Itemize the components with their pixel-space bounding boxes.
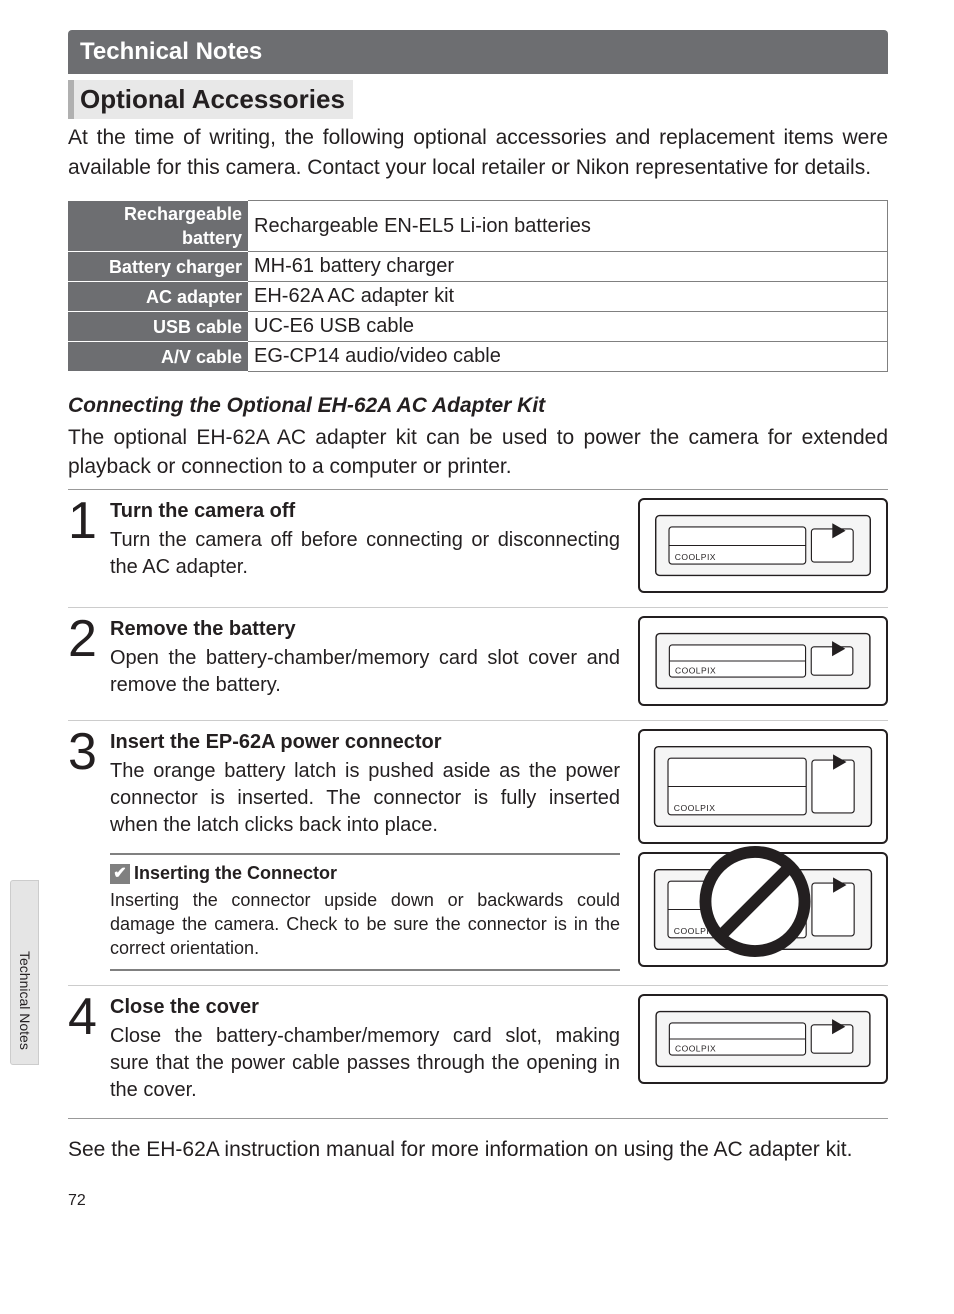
page-number: 72 bbox=[68, 1190, 888, 1212]
section-header: Technical Notes bbox=[68, 30, 888, 74]
illustration: COOLPIX bbox=[638, 729, 888, 844]
illustration: COOLPIX bbox=[638, 994, 888, 1084]
step-number: 2 bbox=[68, 616, 102, 663]
accessory-label: USB cable bbox=[68, 312, 248, 342]
illustration: COOLPIX bbox=[638, 852, 888, 967]
step: 3Insert the EP-62A power connectorThe or… bbox=[68, 721, 888, 985]
step-text: The orange battery latch is pushed aside… bbox=[110, 758, 620, 839]
note-text: Inserting the connector upside down or b… bbox=[110, 888, 620, 961]
step-body: Remove the batteryOpen the battery-chamb… bbox=[110, 616, 630, 699]
step-figures: COOLPIX bbox=[638, 498, 888, 593]
accessory-label: A/V cable bbox=[68, 342, 248, 372]
table-row: Battery chargerMH-61 battery charger bbox=[68, 252, 888, 282]
check-icon: ✔ bbox=[110, 864, 130, 884]
steps-list: 1Turn the camera offTurn the camera off … bbox=[68, 489, 888, 1118]
step: 1Turn the camera offTurn the camera off … bbox=[68, 490, 888, 608]
accessory-value: EH-62A AC adapter kit bbox=[248, 282, 888, 312]
svg-text:COOLPIX: COOLPIX bbox=[675, 666, 716, 676]
table-row: Rechargeable batteryRechargeable EN-EL5 … bbox=[68, 201, 888, 252]
step-text: Turn the camera off before connecting or… bbox=[110, 527, 620, 581]
adapter-intro: The optional EH-62A AC adapter kit can b… bbox=[68, 423, 888, 482]
step-text: Close the battery-chamber/memory card sl… bbox=[110, 1023, 620, 1104]
step-body: Turn the camera offTurn the camera off b… bbox=[110, 498, 630, 581]
accessory-label: Rechargeable battery bbox=[68, 201, 248, 252]
illustration: COOLPIX bbox=[638, 498, 888, 593]
step-figures: COOLPIX bbox=[638, 616, 888, 706]
step-figures: COOLPIX COOLPIX bbox=[638, 729, 888, 967]
step-figures: COOLPIX bbox=[638, 994, 888, 1084]
footer-text: See the EH-62A instruction manual for mo… bbox=[68, 1135, 888, 1164]
accessory-table: Rechargeable batteryRechargeable EN-EL5 … bbox=[68, 200, 888, 372]
step-title: Insert the EP-62A power connector bbox=[110, 729, 620, 756]
step-title: Turn the camera off bbox=[110, 498, 620, 525]
accessory-value: EG-CP14 audio/video cable bbox=[248, 342, 888, 372]
step-number: 4 bbox=[68, 994, 102, 1041]
step-text: Open the battery-chamber/memory card slo… bbox=[110, 645, 620, 699]
step-body: Close the coverClose the battery-chamber… bbox=[110, 994, 630, 1104]
intro-text: At the time of writing, the following op… bbox=[68, 123, 888, 182]
connecting-subhead: Connecting the Optional EH-62A AC Adapte… bbox=[68, 392, 888, 420]
accessory-value: Rechargeable EN-EL5 Li-ion batteries bbox=[248, 201, 888, 252]
note-box: ✔Inserting the Connector Inserting the co… bbox=[110, 853, 620, 970]
svg-text:COOLPIX: COOLPIX bbox=[675, 1043, 716, 1053]
step-title: Remove the battery bbox=[110, 616, 620, 643]
note-title-text: Inserting the Connector bbox=[134, 861, 337, 885]
step-body: Insert the EP-62A power connectorThe ora… bbox=[110, 729, 630, 970]
svg-text:COOLPIX: COOLPIX bbox=[675, 553, 716, 563]
accessory-value: UC-E6 USB cable bbox=[248, 312, 888, 342]
accessory-label: AC adapter bbox=[68, 282, 248, 312]
side-tab: Technical Notes bbox=[10, 880, 39, 1065]
step: 4Close the coverClose the battery-chambe… bbox=[68, 986, 888, 1118]
step: 2Remove the batteryOpen the battery-cham… bbox=[68, 608, 888, 721]
table-row: USB cableUC-E6 USB cable bbox=[68, 312, 888, 342]
subsection-title: Optional Accessories bbox=[68, 80, 353, 119]
table-row: A/V cableEG-CP14 audio/video cable bbox=[68, 342, 888, 372]
table-row: AC adapterEH-62A AC adapter kit bbox=[68, 282, 888, 312]
svg-text:COOLPIX: COOLPIX bbox=[674, 803, 716, 813]
accessory-label: Battery charger bbox=[68, 252, 248, 282]
accessory-value: MH-61 battery charger bbox=[248, 252, 888, 282]
step-number: 1 bbox=[68, 498, 102, 545]
step-number: 3 bbox=[68, 729, 102, 776]
illustration: COOLPIX bbox=[638, 616, 888, 706]
note-title: ✔Inserting the Connector bbox=[110, 861, 620, 885]
step-title: Close the cover bbox=[110, 994, 620, 1021]
